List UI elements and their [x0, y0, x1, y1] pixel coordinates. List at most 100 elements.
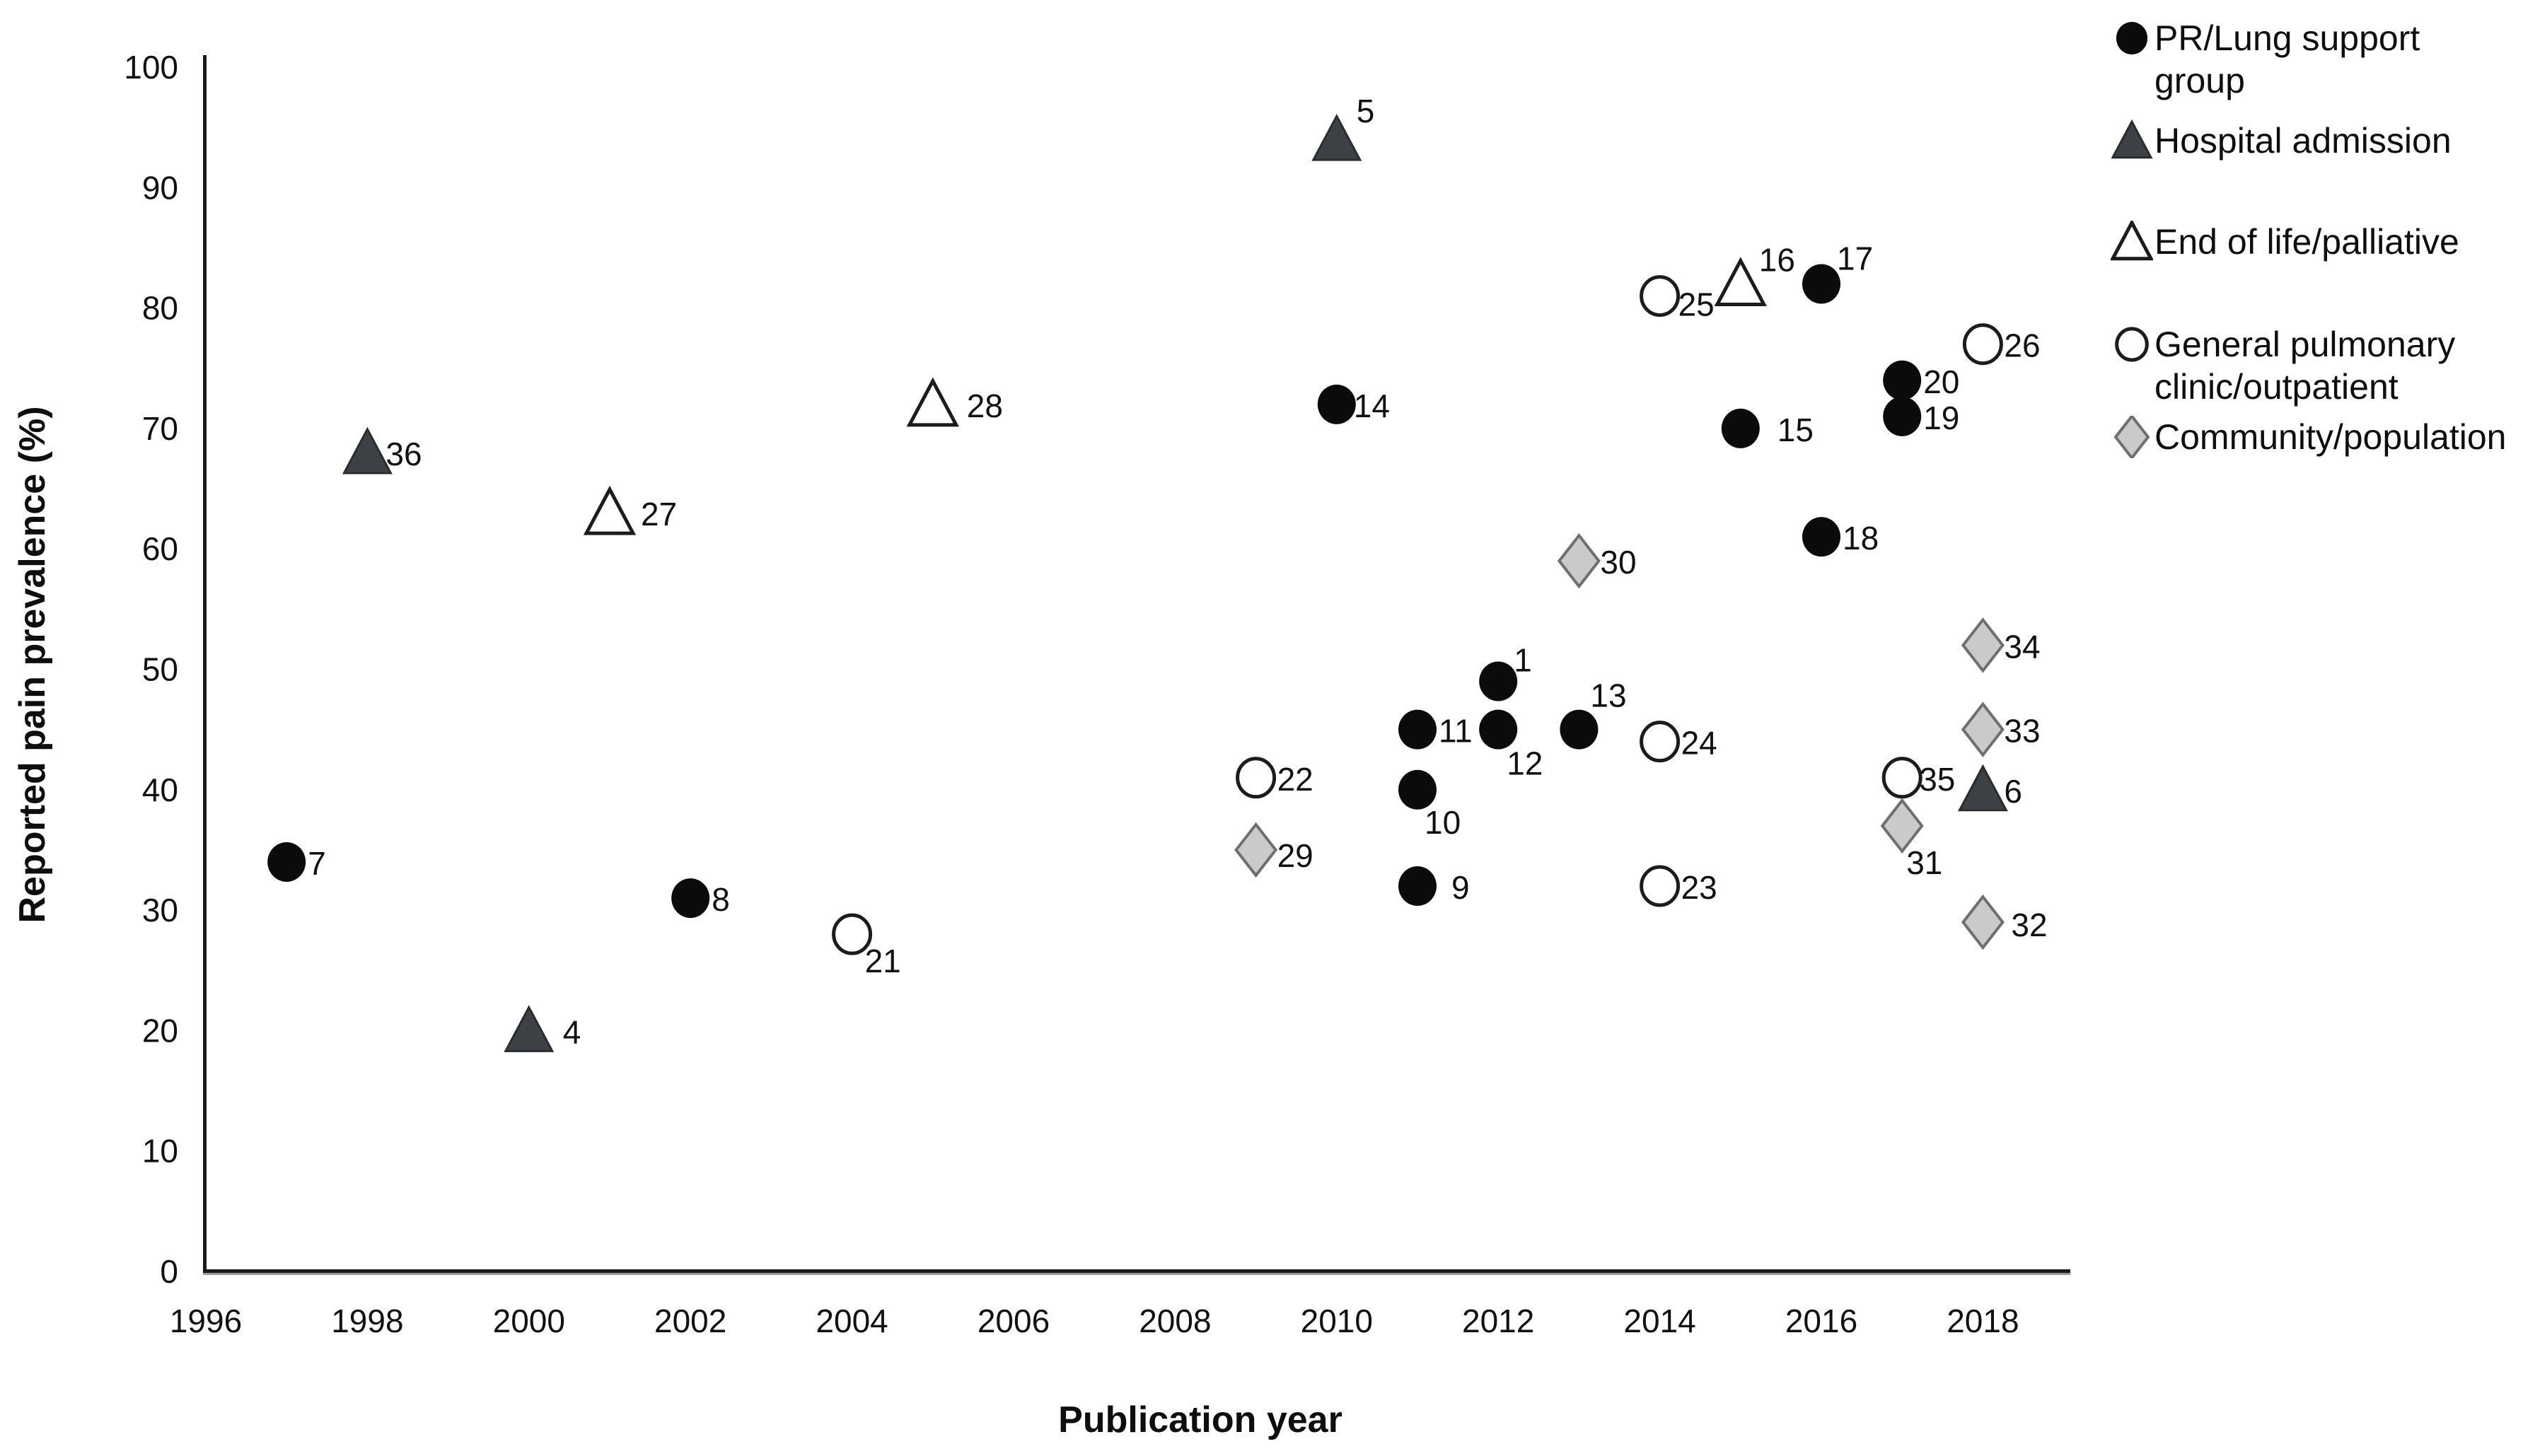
data-point-label-27: 27	[641, 496, 677, 532]
legend-label: End of life/palliative	[2154, 222, 2459, 262]
data-point-label-21: 21	[865, 943, 901, 979]
legend-label: Hospital admission	[2154, 121, 2452, 161]
data-point-17: 17	[1802, 240, 1873, 304]
data-point-label-4: 4	[563, 1013, 581, 1050]
x-tick-label-2010: 2010	[1301, 1303, 1373, 1339]
data-point-label-29: 29	[1277, 837, 1313, 874]
legend-item-pr-lung-support-group: PR/Lung support group	[2111, 17, 2494, 102]
y-tick-label-70: 70	[142, 410, 178, 447]
y-axis-title: Reported pain prevalence (%)	[12, 406, 53, 923]
y-tick-label-30: 30	[142, 892, 178, 928]
legend-label: Community/population	[2154, 417, 2507, 457]
data-point-12: 12	[1479, 709, 1543, 782]
data-point-label-9: 9	[1451, 869, 1470, 906]
data-point-label-6: 6	[2004, 773, 2022, 810]
data-point-label-11: 11	[1439, 713, 1473, 750]
data-point-27: 27	[583, 485, 677, 535]
data-point-16: 16	[1714, 242, 1795, 307]
y-tick-label-20: 20	[142, 1012, 178, 1049]
data-point-21: 21	[832, 913, 901, 979]
y-tick-label-80: 80	[142, 290, 178, 327]
filled-triangle-icon	[2111, 120, 2154, 162]
x-tick-label-2012: 2012	[1462, 1303, 1534, 1339]
legend-item-hospital-admission: Hospital admission	[2111, 120, 2494, 162]
data-point-label-10: 10	[1425, 804, 1461, 841]
data-point-15: 15	[1721, 408, 1814, 448]
x-axis-line	[203, 1269, 2070, 1273]
data-point-label-7: 7	[308, 845, 326, 882]
legend: PR/Lung support group Hospital admission E…	[2111, 0, 2523, 495]
y-tick-label-50: 50	[142, 651, 178, 688]
data-point-26: 26	[1962, 323, 2041, 366]
data-point-10: 10	[1398, 769, 1461, 841]
data-point-18: 18	[1802, 517, 1879, 557]
data-point-label-19: 19	[1923, 400, 1959, 436]
data-point-label-1: 1	[1514, 642, 1532, 679]
data-point-label-20: 20	[1923, 363, 1959, 400]
open-triangle-icon	[2111, 221, 2154, 263]
data-point-label-36: 36	[385, 436, 422, 472]
x-tick-label-2014: 2014	[1623, 1303, 1695, 1339]
data-point-33: 33	[1961, 701, 2041, 757]
data-point-32: 32	[1961, 894, 2048, 950]
data-point-24: 24	[1640, 721, 1717, 763]
x-axis-shadow	[203, 1273, 2070, 1275]
data-point-label-30: 30	[1600, 544, 1636, 581]
data-point-30: 30	[1557, 532, 1637, 589]
data-point-label-18: 18	[1843, 520, 1879, 557]
x-tick-label-2000: 2000	[493, 1303, 565, 1339]
x-tick-label-2002: 2002	[654, 1303, 726, 1339]
axes	[203, 55, 2070, 1275]
data-point-label-33: 33	[2004, 713, 2040, 750]
data-point-22: 22	[1236, 757, 1313, 799]
data-point-label-13: 13	[1590, 677, 1626, 714]
legend-label: PR/Lung support group	[2154, 18, 2420, 100]
x-tick-label-2008: 2008	[1139, 1303, 1211, 1339]
data-point-11: 11	[1398, 709, 1473, 750]
data-point-label-26: 26	[2004, 327, 2040, 364]
data-point-20: 20	[1883, 360, 1959, 400]
filled-circle-icon	[2111, 17, 2154, 59]
y-axis-line	[203, 55, 207, 1273]
data-point-19: 19	[1883, 396, 1959, 436]
data-point-6: 6	[1957, 764, 2022, 812]
x-axis-title: Publication year	[1058, 1399, 1342, 1440]
data-point-label-16: 16	[1759, 242, 1795, 279]
legend-item-end-of-life-palliative: End of life/palliative	[2111, 221, 2494, 263]
x-tick-label-2004: 2004	[816, 1303, 888, 1339]
data-point-31: 31	[1880, 798, 1942, 881]
open-circle-icon	[2111, 323, 2154, 366]
data-point-7: 7	[267, 841, 326, 882]
data-point-label-24: 24	[1681, 725, 1717, 762]
data-point-4: 4	[504, 1005, 581, 1052]
data-point-label-22: 22	[1277, 761, 1313, 798]
y-tick-label-10: 10	[142, 1133, 178, 1170]
data-point-29: 29	[1234, 822, 1313, 878]
data-point-label-5: 5	[1357, 93, 1375, 129]
diamond-icon	[2111, 416, 2154, 458]
y-tick-label-100: 100	[124, 49, 178, 86]
data-point-label-17: 17	[1837, 240, 1873, 277]
x-tick-label-1998: 1998	[331, 1303, 403, 1339]
legend-item-community-population: Community/population	[2111, 416, 2507, 458]
data-point-label-15: 15	[1777, 412, 1814, 448]
data-point-36: 36	[342, 426, 422, 474]
data-point-9: 9	[1398, 866, 1470, 907]
y-tick-label-60: 60	[142, 530, 178, 567]
legend-label: General pulmonary clinic/outpatient	[2154, 325, 2456, 407]
data-point-13: 13	[1560, 677, 1627, 750]
data-point-35: 35	[1881, 757, 1955, 799]
x-tick-label-2016: 2016	[1785, 1303, 1857, 1339]
legend-item-general-pulmonary-clinic-outpatient: General pulmonary clinic/outpatient	[2111, 323, 2494, 408]
data-points: 178 9101112131415171819204563616272821222…	[267, 93, 2048, 1052]
data-point-25: 25	[1640, 275, 1715, 323]
data-point-label-35: 35	[1919, 761, 1955, 798]
data-point-label-12: 12	[1507, 745, 1543, 782]
data-point-23: 23	[1640, 865, 1717, 907]
data-point-label-14: 14	[1354, 388, 1390, 424]
data-point-1: 1	[1479, 642, 1532, 701]
data-point-8: 8	[671, 878, 730, 919]
y-tick-label-0: 0	[160, 1253, 178, 1290]
